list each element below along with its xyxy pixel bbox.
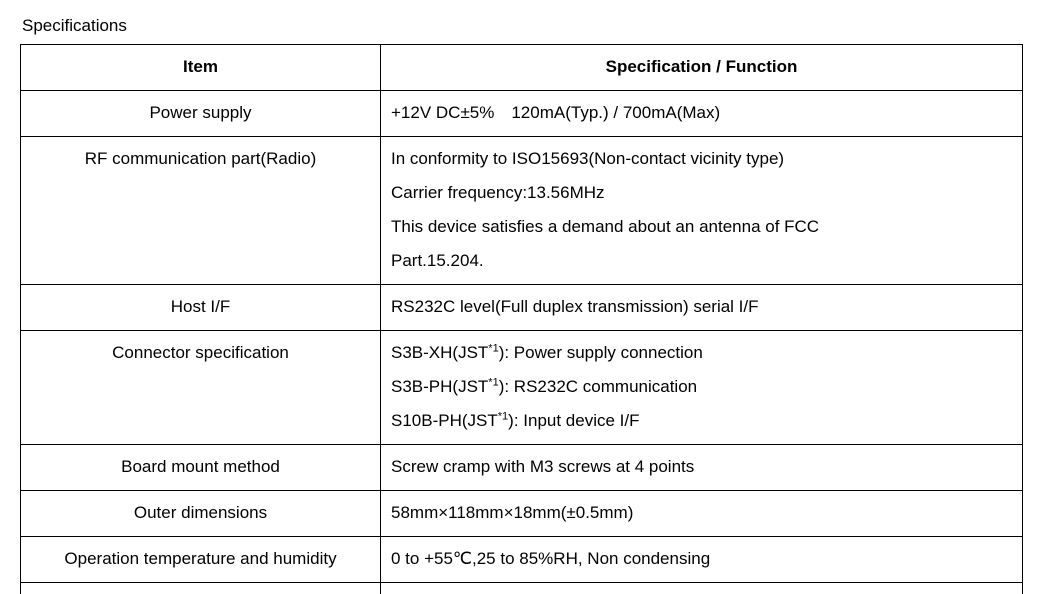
cell-item: Board mount method [21,445,381,491]
table-row: Storage temperature and humidity-20 to +… [21,583,1023,594]
cell-item: Host I/F [21,285,381,331]
cell-spec: Screw cramp with M3 screws at 4 points [381,445,1023,491]
cell-spec: S3B-XH(JST*1): Power supply connectionS3… [381,331,1023,445]
table-row: Board mount methodScrew cramp with M3 sc… [21,445,1023,491]
cell-spec: 58mm×118mm×18mm(±0.5mm) [381,491,1023,537]
cell-item: Connector specification [21,331,381,445]
specifications-table: Item Specification / Function Power supp… [20,44,1023,594]
cell-item: Operation temperature and humidity [21,537,381,583]
section-title: Specifications [22,10,1023,42]
cell-spec: -20 to +65℃,25 to 85%RH, Non condensing [381,583,1023,594]
table-row: Connector specificationS3B-XH(JST*1): Po… [21,331,1023,445]
cell-item: Outer dimensions [21,491,381,537]
cell-item: Storage temperature and humidity [21,583,381,594]
header-spec: Specification / Function [381,45,1023,91]
cell-item: RF communication part(Radio) [21,137,381,285]
table-row: RF communication part(Radio)In conformit… [21,137,1023,285]
table-header-row: Item Specification / Function [21,45,1023,91]
table-row: Power supply+12V DC±5% 120mA(Typ.) / 700… [21,91,1023,137]
cell-spec: 0 to +55℃,25 to 85%RH, Non condensing [381,537,1023,583]
cell-item: Power supply [21,91,381,137]
table-row: Outer dimensions58mm×118mm×18mm(±0.5mm) [21,491,1023,537]
cell-spec: In conformity to ISO15693(Non-contact vi… [381,137,1023,285]
header-item: Item [21,45,381,91]
cell-spec: +12V DC±5% 120mA(Typ.) / 700mA(Max) [381,91,1023,137]
table-row: Host I/FRS232C level(Full duplex transmi… [21,285,1023,331]
cell-spec: RS232C level(Full duplex transmission) s… [381,285,1023,331]
table-row: Operation temperature and humidity0 to +… [21,537,1023,583]
